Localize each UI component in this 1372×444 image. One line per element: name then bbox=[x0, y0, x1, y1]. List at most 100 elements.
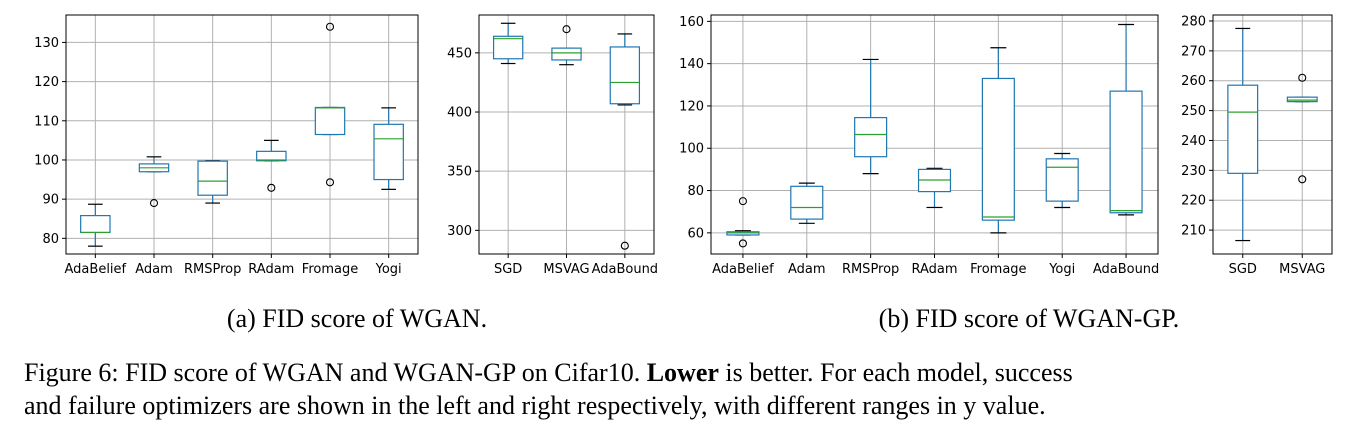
figure-caption-prefix: Figure 6: FID score of WGAN and WGAN-GP … bbox=[24, 358, 647, 387]
ytick-label: 220 bbox=[1181, 194, 1206, 209]
box-iqr bbox=[1286, 96, 1318, 103]
box-iqr bbox=[314, 106, 346, 136]
plot-frame bbox=[1212, 14, 1333, 255]
box-Adam bbox=[790, 182, 824, 224]
xtick-label: AdaBound bbox=[1093, 262, 1160, 277]
xtick-label: RAdam bbox=[248, 262, 294, 277]
xtick-label: Yogi bbox=[1048, 262, 1075, 277]
box-Yogi bbox=[1045, 152, 1079, 209]
figure-caption-line-1: Figure 6: FID score of WGAN and WGAN-GP … bbox=[24, 358, 1073, 387]
box-iqr bbox=[609, 46, 641, 105]
xtick-label: Fromage bbox=[302, 262, 358, 277]
box-AdaBelief bbox=[80, 203, 111, 247]
figure-caption-bold: Lower bbox=[647, 358, 719, 387]
box-SGD bbox=[492, 22, 524, 65]
ytick-label: 450 bbox=[447, 46, 472, 61]
ytick-label: 100 bbox=[679, 142, 704, 157]
ytick-label: 250 bbox=[1181, 104, 1206, 119]
box-Fromage bbox=[314, 22, 346, 187]
box-iqr bbox=[854, 116, 888, 158]
ytick-label: 80 bbox=[42, 232, 59, 247]
outlier-point bbox=[1298, 175, 1307, 184]
ytick-label: 280 bbox=[1181, 14, 1206, 29]
xtick-label: Adam bbox=[135, 262, 173, 277]
box-iqr bbox=[197, 160, 228, 196]
box-RMSProp bbox=[854, 58, 888, 175]
xtick-label: SGD bbox=[1229, 262, 1257, 277]
outlier-point bbox=[562, 25, 571, 34]
xtick-label: AdaBelief bbox=[65, 262, 127, 277]
box-Fromage bbox=[981, 47, 1015, 234]
xtick-label: MSVAG bbox=[543, 262, 589, 277]
box-AdaBound bbox=[1109, 23, 1143, 216]
ytick-label: 230 bbox=[1181, 164, 1206, 179]
outlier-point bbox=[620, 241, 629, 250]
xtick-label: AdaBound bbox=[592, 262, 659, 277]
ytick-label: 60 bbox=[687, 226, 704, 241]
box-iqr bbox=[80, 215, 111, 234]
outlier-point bbox=[738, 239, 747, 248]
ytick-label: 120 bbox=[679, 99, 704, 114]
panel-b-left: 60 80 100 120 140 160 AdaBelief Adam RMSProp RAda… bbox=[679, 14, 1160, 277]
xtick-label: Fromage bbox=[970, 262, 1026, 277]
xtick-label: SGD bbox=[494, 262, 522, 277]
box-iqr bbox=[256, 150, 287, 162]
ytick-label: 100 bbox=[34, 153, 59, 168]
figure-caption-line-2: and failure optimizers are shown in the … bbox=[24, 391, 1046, 420]
box-MSVAG bbox=[551, 25, 582, 66]
box-AdaBelief bbox=[726, 197, 760, 248]
box-iqr bbox=[551, 47, 582, 61]
caption-a: (a) FID score of WGAN. bbox=[227, 304, 487, 333]
box-iqr bbox=[492, 35, 524, 60]
ytick-label: 300 bbox=[447, 224, 472, 239]
ytick-label: 240 bbox=[1181, 134, 1206, 149]
ytick-label: 260 bbox=[1181, 74, 1206, 89]
box-SGD bbox=[1227, 27, 1259, 242]
plot-frame bbox=[478, 14, 655, 255]
panel-b-right: 210 220 230 240 250 260 270 280 SGD MSVAG bbox=[1181, 14, 1333, 277]
outlier-point bbox=[1298, 73, 1307, 82]
outlier-point bbox=[267, 183, 276, 192]
xtick-label: Yogi bbox=[375, 262, 402, 277]
xtick-label: RMSProp bbox=[842, 262, 899, 277]
xtick-label: AdaBelief bbox=[712, 262, 774, 277]
box-Yogi bbox=[373, 107, 404, 190]
outlier-point bbox=[325, 22, 335, 31]
box-iqr bbox=[1227, 84, 1259, 174]
box-RAdam bbox=[917, 167, 952, 209]
ytick-label: 400 bbox=[447, 106, 472, 121]
ytick-label: 210 bbox=[1181, 224, 1206, 239]
box-AdaBound bbox=[609, 33, 641, 250]
ytick-label: 130 bbox=[34, 36, 59, 51]
outlier-point bbox=[325, 178, 335, 187]
outlier-point bbox=[738, 197, 747, 206]
box-iqr bbox=[790, 185, 824, 220]
outlier-point bbox=[149, 199, 159, 208]
figure-caption-rest: is better. For each model, success bbox=[719, 358, 1073, 387]
xtick-label: MSVAG bbox=[1279, 262, 1325, 277]
ytick-label: 80 bbox=[687, 184, 704, 199]
ytick-label: 160 bbox=[679, 15, 704, 30]
ytick-label: 90 bbox=[42, 193, 59, 208]
box-iqr bbox=[1045, 158, 1079, 202]
panel-a-left: 80 90 100 110 120 130 AdaBelief Adam RMSProp RAda… bbox=[34, 14, 419, 277]
box-MSVAG bbox=[1286, 73, 1318, 184]
box-iqr bbox=[373, 123, 404, 181]
box-iqr bbox=[981, 77, 1015, 221]
ytick-label: 350 bbox=[447, 165, 472, 180]
panel-a-right: 300 350 400 450 SGD MSVAG AdaBound bbox=[447, 14, 659, 277]
xtick-label: Adam bbox=[788, 262, 826, 277]
xtick-label: RMSProp bbox=[184, 262, 241, 277]
box-RAdam bbox=[256, 139, 287, 192]
caption-b: (b) FID score of WGAN-GP. bbox=[879, 304, 1180, 333]
plot-frame bbox=[710, 14, 1159, 255]
chart-panels: 80 90 100 110 120 130 AdaBelief Adam RMSProp RAda… bbox=[34, 14, 1333, 277]
ytick-label: 270 bbox=[1181, 44, 1206, 59]
box-iqr bbox=[1109, 90, 1143, 214]
box-RMSProp bbox=[197, 160, 228, 204]
box-Adam bbox=[138, 156, 170, 208]
plot-frame bbox=[65, 14, 419, 255]
xtick-label: RAdam bbox=[911, 262, 957, 277]
ytick-label: 110 bbox=[34, 114, 59, 129]
